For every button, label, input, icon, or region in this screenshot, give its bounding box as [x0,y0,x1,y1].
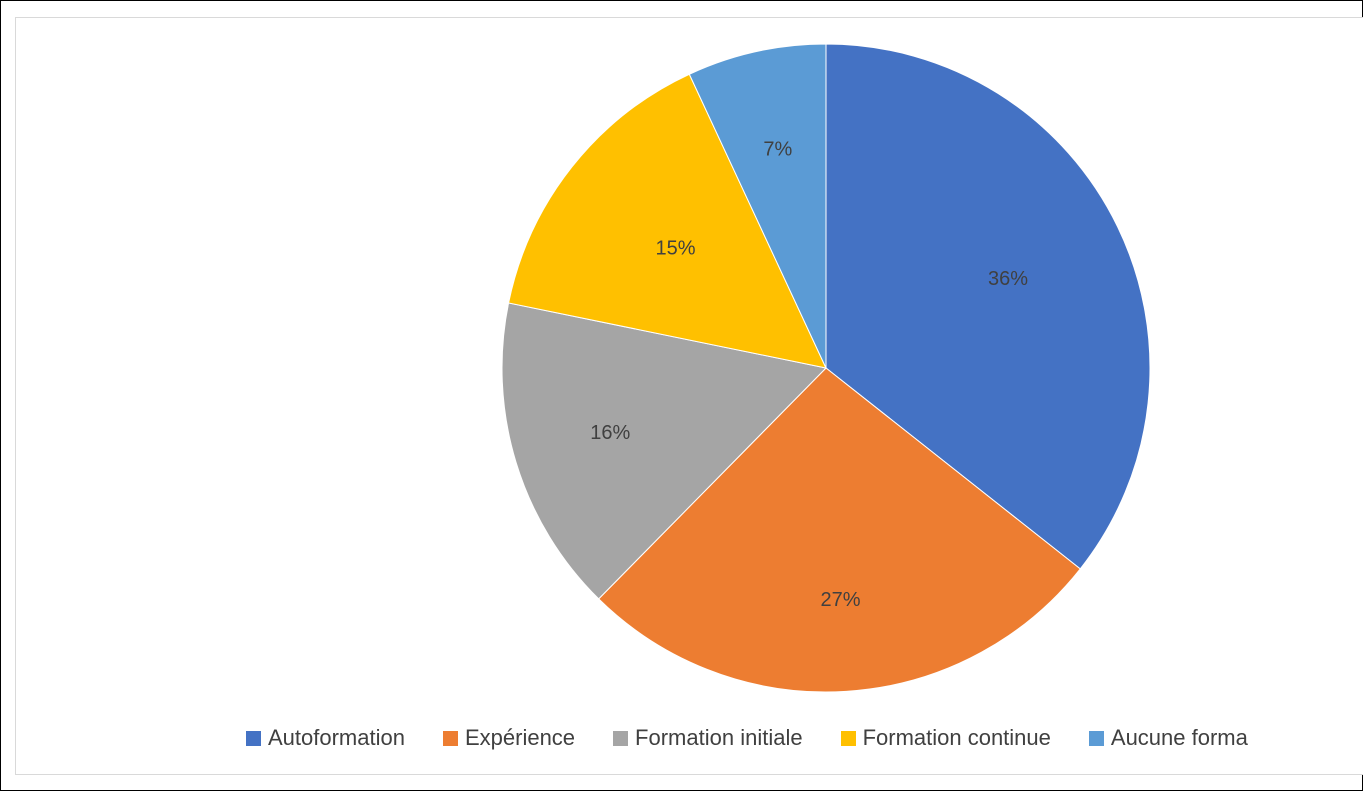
legend-label-experience: Expérience [464,725,576,750]
legend-label-aucune-forma: Aucune forma [1110,725,1248,750]
legend-item-aucune-forma: Aucune forma [1088,725,1248,751]
legend-item-autoformation: Autoformation [246,725,405,751]
legend-item-formation-continue: Formation continue [840,725,1051,751]
pie-chart: 36% 27% 16% 15% 7% [501,43,1151,693]
chart-area: 36% 27% 16% 15% 7% Autoformation Expérience Fo… [15,17,1363,775]
legend-label-formation-continue: Formation continue [862,725,1051,750]
legend-swatch-aucune-forma [1088,730,1104,746]
data-label-autoformation: 36% [988,268,1028,290]
pie-data-labels: 36% 27% 16% 15% 7% [590,139,1028,611]
legend-swatch-formation-continue [840,730,856,746]
pie-slice-experience [597,367,1081,693]
data-label-formation-continue: 15% [655,237,695,259]
pie-slices [501,43,1151,693]
pie-slice-aucune-forma [688,43,827,369]
legend-label-formation-initiale: Formation initiale [635,725,803,750]
data-label-formation-initiale: 16% [590,422,630,444]
pie-slice-formation-continue [508,73,827,369]
legend-item-formation-initiale: Formation initiale [613,725,803,751]
legend-item-experience: Expérience [442,725,576,751]
legend-swatch-autoformation [246,730,261,746]
pie-slice-formation-initiale [501,302,828,600]
pie-slice-autoformation [825,43,1151,570]
data-label-aucune-forma: 7% [763,139,792,161]
legend-swatch-experience [442,730,458,746]
legend-label-autoformation: Autoformation [268,725,405,750]
data-label-experience: 27% [820,589,860,611]
legend-swatch-formation-initiale [613,730,629,746]
chart-legend: Autoformation Expérience Formation initial… [246,724,1286,752]
